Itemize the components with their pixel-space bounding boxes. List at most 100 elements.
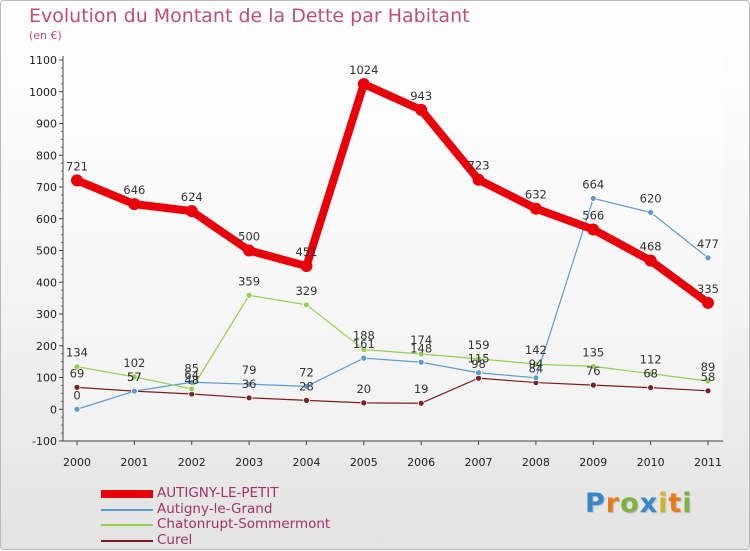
data-point <box>130 387 138 395</box>
data-point <box>475 355 482 363</box>
data-point <box>647 370 655 378</box>
data-point <box>589 362 597 370</box>
data-label: 115 <box>468 352 490 366</box>
data-label: 335 <box>697 282 719 296</box>
data-label: 28 <box>299 379 314 393</box>
data-label: 57 <box>127 370 142 384</box>
y-tick-label: 100 <box>36 372 57 385</box>
data-label: 84 <box>529 362 544 376</box>
series-line <box>76 294 709 390</box>
data-point <box>702 296 714 309</box>
plot-area <box>63 56 723 441</box>
logo-letter: i <box>682 488 693 519</box>
data-point <box>188 385 196 393</box>
series-line <box>76 377 709 404</box>
y-tick-label: 0 <box>50 403 57 416</box>
data-point <box>73 405 81 413</box>
data-label: 135 <box>582 345 604 359</box>
logo-letter: t <box>668 488 683 519</box>
x-tick-label: 2003 <box>235 456 263 469</box>
x-tick-label: 2001 <box>120 456 148 469</box>
data-point <box>130 373 138 381</box>
series-line <box>73 80 712 307</box>
data-point <box>245 380 253 388</box>
y-tick-label: -100 <box>32 435 57 448</box>
data-label: 161 <box>353 337 375 351</box>
y-tick-label: 500 <box>36 245 57 258</box>
data-label: 721 <box>66 159 88 173</box>
logo-letter: P <box>585 488 606 519</box>
data-label: 79 <box>242 363 257 377</box>
data-label: 85 <box>184 361 199 375</box>
data-label: 632 <box>525 188 547 202</box>
data-point <box>532 374 540 382</box>
data-point <box>360 346 368 353</box>
series-line <box>76 197 709 410</box>
data-label: 48 <box>184 373 199 387</box>
data-label: 664 <box>582 177 604 191</box>
data-point <box>589 381 597 389</box>
x-tick-label: 2008 <box>522 456 550 469</box>
data-point <box>647 384 655 392</box>
data-label: 102 <box>123 356 145 370</box>
legend-label: Autigny-le-Grand <box>157 500 273 517</box>
data-point <box>303 382 310 390</box>
y-tick-label: 800 <box>36 149 57 162</box>
data-point <box>417 350 425 358</box>
data-point <box>704 254 712 262</box>
logo-letter: x <box>639 488 659 519</box>
legend-swatch <box>101 524 153 526</box>
y-tick-label: 600 <box>36 213 57 226</box>
data-label: 188 <box>353 329 375 343</box>
data-point <box>644 254 657 267</box>
data-label: 624 <box>181 190 203 204</box>
x-tick-label: 2007 <box>465 456 493 469</box>
x-tick-label: 2000 <box>63 456 91 469</box>
data-label: 174 <box>410 333 432 347</box>
data-label: 1024 <box>349 63 378 77</box>
data-label: 89 <box>701 360 716 374</box>
data-point <box>417 399 425 407</box>
legend-item: Chatonrupt-Sommermont <box>101 516 401 533</box>
data-point <box>185 205 198 218</box>
logo-letter: i <box>658 488 669 519</box>
data-point <box>303 301 310 309</box>
x-tick-label: 2009 <box>579 456 607 469</box>
chart-title: Evolution du Montant de la Dette par Hab… <box>29 5 470 27</box>
data-point <box>360 354 368 362</box>
y-tick-label: 200 <box>36 340 57 353</box>
data-label: 36 <box>242 377 257 391</box>
data-point <box>303 396 310 404</box>
legend-item: Curel <box>101 531 401 549</box>
data-point <box>589 195 597 202</box>
data-point <box>73 383 81 391</box>
data-label: 451 <box>295 245 317 259</box>
data-label: 64 <box>184 368 199 382</box>
y-tick-label: 1100 <box>29 54 57 67</box>
data-point <box>417 358 425 366</box>
data-label: 359 <box>238 274 260 288</box>
data-label: 19 <box>414 382 429 396</box>
data-label: 477 <box>697 237 719 251</box>
data-label: 58 <box>701 370 716 384</box>
data-point <box>243 244 256 257</box>
data-point <box>472 173 485 186</box>
x-tick-label: 2005 <box>350 456 378 469</box>
legend-item: AUTIGNY-LE-PETIT <box>101 485 401 502</box>
logo-letter: o <box>620 488 640 519</box>
data-label: 68 <box>643 367 658 381</box>
data-label: 134 <box>66 346 88 360</box>
y-tick-label: 1000 <box>29 86 57 99</box>
x-tick-label: 2004 <box>292 456 320 469</box>
data-point <box>188 378 196 386</box>
data-label: 142 <box>525 343 547 357</box>
chart-legend: AUTIGNY-LE-PETIT Autigny-le-Grand Chatonru… <box>101 485 401 549</box>
x-tick-label: 2006 <box>407 456 435 469</box>
data-label: 329 <box>295 284 317 298</box>
data-label: 620 <box>640 191 662 205</box>
data-point <box>415 103 428 116</box>
x-tick-label: 2002 <box>178 456 206 469</box>
legend-label: Curel <box>157 531 193 548</box>
